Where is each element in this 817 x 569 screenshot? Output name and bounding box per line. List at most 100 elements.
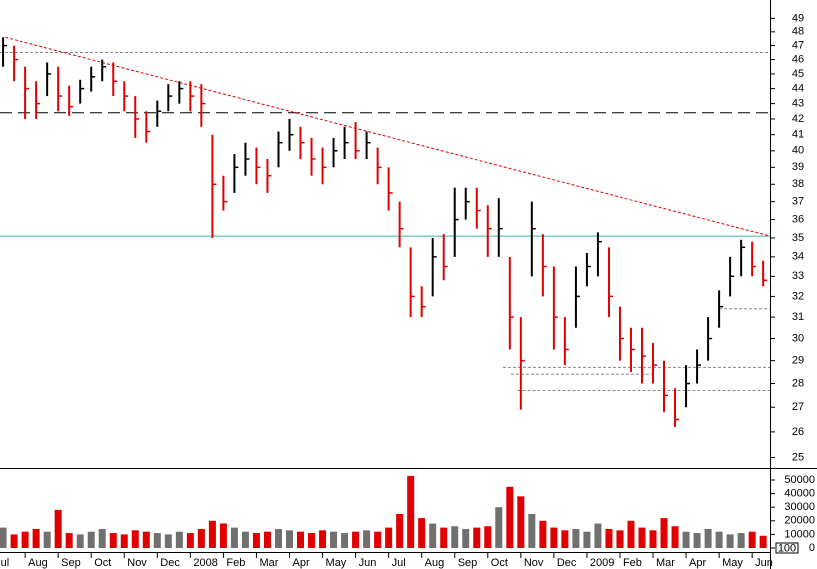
volume-bar <box>43 531 51 548</box>
volume-bar <box>517 496 525 548</box>
volume-bar <box>308 533 316 548</box>
x-tick-label: 2009 <box>590 557 614 569</box>
volume-bar <box>274 528 282 548</box>
volume-bar <box>462 528 470 548</box>
x-tick-label: May <box>722 557 743 569</box>
volume-bar <box>65 533 73 548</box>
y-tick-label: 26 <box>792 426 804 438</box>
volume-bar <box>385 527 393 548</box>
y-tick-label: 46 <box>792 54 804 66</box>
x-tick-label: Jul <box>0 557 9 569</box>
x-tick-label: May <box>326 557 347 569</box>
volume-bar <box>671 526 679 548</box>
volume-bar <box>616 530 624 548</box>
volume-bar <box>418 518 426 548</box>
y-tick-label: 43 <box>792 98 804 110</box>
y-tick-label: 48 <box>792 26 804 38</box>
volume-bar <box>120 534 128 548</box>
volume-bar <box>219 523 227 548</box>
volume-bar <box>572 528 580 548</box>
volume-bar <box>263 531 271 548</box>
x-tick-label: Oct <box>491 557 508 569</box>
volume-bar <box>153 533 161 548</box>
volume-bar <box>627 520 635 548</box>
volume-bar <box>76 534 84 548</box>
x-tick-label: Feb <box>226 557 245 569</box>
x-tick-label: Aug <box>425 557 445 569</box>
y-tick-label: 39 <box>792 161 804 173</box>
volume-bar <box>693 533 701 548</box>
volume-bar <box>296 531 304 548</box>
volume-bar <box>396 514 404 548</box>
x-tick-label: Dec <box>557 557 577 569</box>
y-tick-label: 37 <box>792 196 804 208</box>
y-tick-label: 40 <box>792 145 804 157</box>
volume-bar <box>583 531 591 548</box>
y-tick-label: 30 <box>792 332 804 344</box>
volume-tick-label: 30000 <box>784 501 815 513</box>
y-tick-label: 28 <box>792 377 804 389</box>
volume-bar <box>54 509 62 548</box>
volume-bar <box>363 530 371 548</box>
x-tick-label: Aug <box>28 557 48 569</box>
y-tick-label: 49 <box>792 12 804 24</box>
volume-scale-label: 100 <box>778 542 796 554</box>
y-tick-label: 38 <box>792 178 804 190</box>
volume-bar <box>252 533 260 548</box>
volume-bar <box>726 534 734 548</box>
y-tick-label: 36 <box>792 213 804 225</box>
volume-bar <box>285 530 293 548</box>
y-tick-label: 41 <box>792 129 804 141</box>
trendline <box>5 36 771 237</box>
volume-bar <box>21 531 29 548</box>
volume-bar <box>550 527 558 548</box>
price-panel <box>0 0 770 468</box>
volume-bar <box>759 535 767 548</box>
x-tick-label: Sep <box>458 557 478 569</box>
volume-bar <box>175 531 183 548</box>
y-tick-label: 35 <box>792 232 804 244</box>
volume-bar <box>319 530 327 548</box>
volume-bar <box>473 527 481 548</box>
x-tick-label: Feb <box>623 557 642 569</box>
y-tick-label: 33 <box>792 270 804 282</box>
x-tick-label: Jul <box>392 557 406 569</box>
y-tick-label: 29 <box>792 355 804 367</box>
y-tick-label: 42 <box>792 113 804 125</box>
volume-bar <box>230 527 238 548</box>
volume-tick-label: 10000 <box>784 528 815 540</box>
volume-tick-label: 20000 <box>784 515 815 527</box>
y-tick-label: 47 <box>792 39 804 51</box>
volume-bar <box>98 528 106 548</box>
x-tick-label: Apr <box>689 557 706 569</box>
volume-bar <box>495 507 503 548</box>
y-tick-label: 32 <box>792 290 804 302</box>
x-tick-label: Jun <box>359 557 377 569</box>
x-tick-label: Nov <box>127 557 147 569</box>
volume-bar <box>352 531 360 548</box>
volume-bar <box>704 528 712 548</box>
volume-bar <box>208 520 216 548</box>
volume-bar <box>748 531 756 548</box>
volume-tick-label: 50000 <box>784 474 815 486</box>
y-tick-label: 44 <box>792 83 804 95</box>
volume-bar <box>429 523 437 548</box>
volume-bar <box>737 533 745 548</box>
volume-bar <box>484 526 492 548</box>
volume-bar <box>374 531 382 548</box>
volume-bar <box>561 530 569 548</box>
volume-bar <box>638 527 646 548</box>
volume-bar <box>407 475 415 548</box>
volume-bar <box>649 530 657 548</box>
y-tick-label: 34 <box>792 251 804 263</box>
volume-bar <box>341 533 349 548</box>
volume-bar <box>0 527 7 548</box>
x-tick-label: Oct <box>94 557 111 569</box>
y-tick-label: 45 <box>792 68 804 80</box>
volume-bar <box>682 531 690 548</box>
volume-bar <box>186 533 194 548</box>
x-tick-label: Dec <box>160 557 180 569</box>
volume-bar <box>197 528 205 548</box>
volume-bar <box>87 531 95 548</box>
volume-bar <box>330 531 338 548</box>
